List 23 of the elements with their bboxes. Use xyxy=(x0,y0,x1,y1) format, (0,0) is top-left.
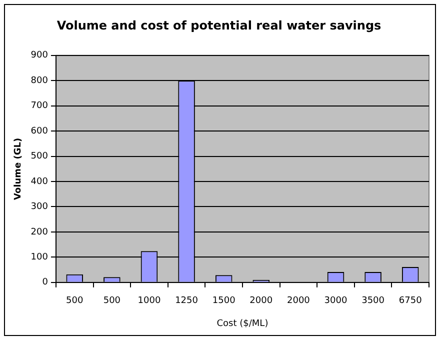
x-tick-label: 3500 xyxy=(362,296,385,306)
y-tick-label: 300 xyxy=(30,202,48,212)
x-tick-label: 1000 xyxy=(138,296,161,306)
x-tick-label: 1250 xyxy=(175,296,198,306)
y-tick-label: 900 xyxy=(30,50,48,61)
y-tick-label: 600 xyxy=(30,126,48,136)
x-tick-label: 500 xyxy=(103,296,121,306)
x-tick-label: 6750 xyxy=(398,296,422,306)
x-tick-label: 2000 xyxy=(250,296,273,306)
y-tick-label: 400 xyxy=(30,176,48,187)
y-tick-label: 500 xyxy=(30,152,48,162)
x-tick-label: 2000 xyxy=(286,296,310,306)
x-tick-label: 500 xyxy=(66,296,84,306)
x-tick-label: 3000 xyxy=(324,296,348,306)
x-tick-label: 1500 xyxy=(212,296,236,306)
y-axis-title: Volume (GL) xyxy=(14,138,24,200)
y-tick-label: 700 xyxy=(30,101,48,112)
chart-title: Volume and cost of potential real water savings xyxy=(56,18,382,32)
y-tick-label: 200 xyxy=(30,227,48,238)
y-tick-label: 0 xyxy=(42,278,48,288)
x-axis-title: Cost ($/ML) xyxy=(216,318,268,329)
y-tick-label: 800 xyxy=(30,76,48,86)
y-tick-label: 100 xyxy=(30,252,48,263)
